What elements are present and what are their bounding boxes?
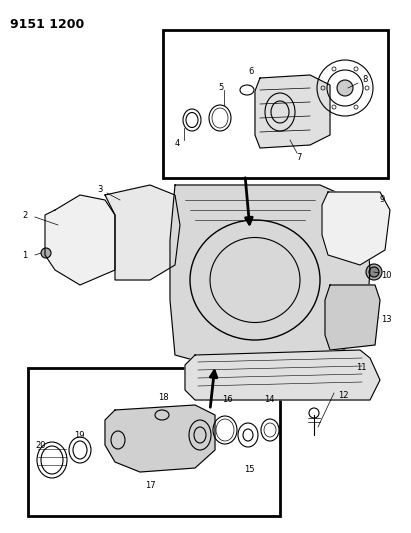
Text: 13: 13 bbox=[381, 316, 392, 325]
Text: 18: 18 bbox=[158, 393, 169, 402]
Text: 1: 1 bbox=[22, 251, 27, 260]
Polygon shape bbox=[105, 185, 180, 280]
Text: 9: 9 bbox=[380, 196, 385, 205]
Text: 14: 14 bbox=[264, 395, 275, 405]
Polygon shape bbox=[325, 285, 380, 350]
FancyBboxPatch shape bbox=[28, 368, 280, 516]
Text: 5: 5 bbox=[218, 84, 223, 93]
Circle shape bbox=[366, 264, 382, 280]
Circle shape bbox=[337, 80, 353, 96]
Polygon shape bbox=[105, 405, 215, 472]
Text: 11: 11 bbox=[356, 364, 367, 373]
Text: 19: 19 bbox=[74, 431, 85, 440]
Polygon shape bbox=[255, 75, 330, 148]
Circle shape bbox=[369, 267, 379, 277]
Text: 6: 6 bbox=[248, 68, 253, 77]
Circle shape bbox=[41, 248, 51, 258]
Text: 16: 16 bbox=[222, 395, 233, 405]
Polygon shape bbox=[45, 195, 115, 285]
FancyBboxPatch shape bbox=[163, 30, 388, 178]
Text: 3: 3 bbox=[97, 185, 102, 195]
Text: 10: 10 bbox=[381, 271, 392, 279]
Text: 12: 12 bbox=[338, 391, 349, 400]
Text: 8: 8 bbox=[362, 76, 367, 85]
Polygon shape bbox=[322, 192, 390, 265]
Text: 2: 2 bbox=[22, 211, 27, 220]
Text: 17: 17 bbox=[145, 481, 156, 489]
Polygon shape bbox=[170, 185, 370, 370]
Text: 7: 7 bbox=[296, 154, 301, 163]
Text: 15: 15 bbox=[244, 465, 254, 474]
Text: 9151 1200: 9151 1200 bbox=[10, 18, 84, 31]
Polygon shape bbox=[185, 350, 380, 400]
Text: 4: 4 bbox=[175, 139, 180, 148]
Text: 20: 20 bbox=[35, 440, 46, 449]
